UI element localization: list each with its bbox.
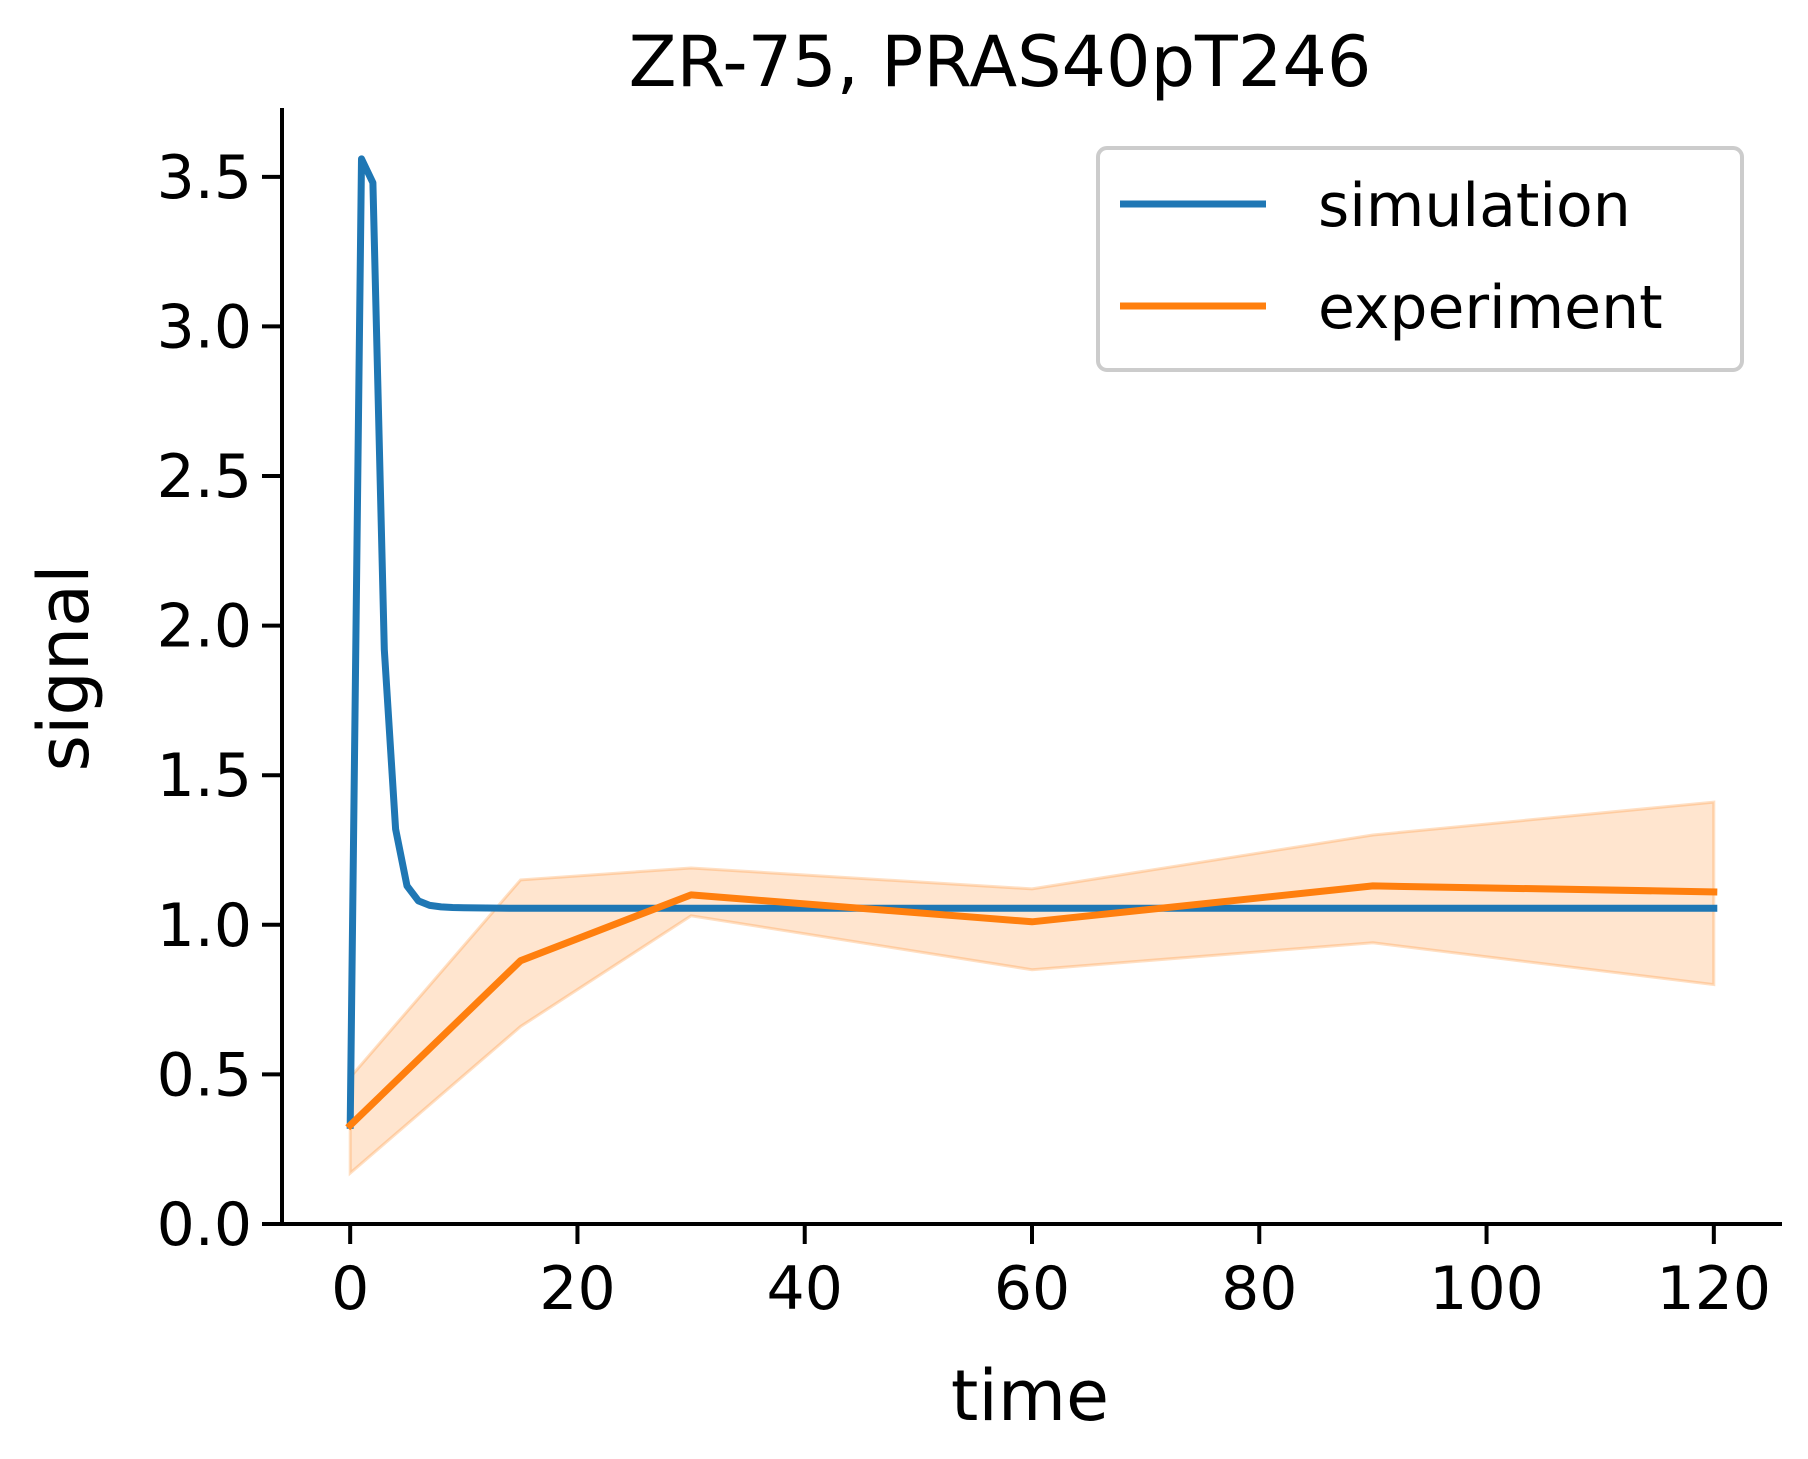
x-tick-label: 80	[1221, 1254, 1297, 1324]
x-tick-label: 120	[1657, 1254, 1772, 1324]
legend: simulation experiment	[1096, 146, 1744, 372]
y-tick-label: 1.0	[157, 891, 252, 961]
y-ticks: 0.0 0.5 1.0 1.5 2.0 2.5 3.0 3.5	[157, 143, 282, 1260]
legend-label-experiment: experiment	[1318, 273, 1663, 343]
series-layer	[345, 155, 1718, 1131]
x-tick-label: 0	[331, 1254, 369, 1324]
legend-label-simulation: simulation	[1318, 171, 1631, 241]
y-tick-label: 2.5	[157, 442, 252, 512]
y-tick-label: 0.5	[157, 1040, 252, 1110]
x-tick-label: 60	[994, 1254, 1070, 1324]
y-tick-label: 0.0	[157, 1190, 252, 1260]
chart-title: ZR-75, PRAS40pT246	[629, 21, 1372, 103]
simulation-line	[346, 155, 1718, 1129]
axes: 0 20 40 60 80 100 120 0.0 0.5 1.0 1.5 2.0 2.5 3.0 3.5	[157, 108, 1782, 1324]
experiment-line	[345, 882, 1718, 1131]
y-tick-label: 1.5	[157, 741, 252, 811]
plot-area	[345, 155, 1718, 1177]
x-axis-label: time	[951, 1355, 1109, 1437]
x-tick-label: 100	[1429, 1254, 1544, 1324]
x-tick-label: 20	[539, 1254, 615, 1324]
y-tick-label: 3.0	[157, 292, 252, 362]
x-ticks: 0 20 40 60 80 100 120	[331, 1224, 1771, 1324]
y-tick-label: 3.5	[157, 143, 252, 213]
y-tick-label: 2.0	[157, 592, 252, 662]
x-tick-label: 40	[767, 1254, 843, 1324]
y-axis-label: signal	[23, 564, 105, 771]
